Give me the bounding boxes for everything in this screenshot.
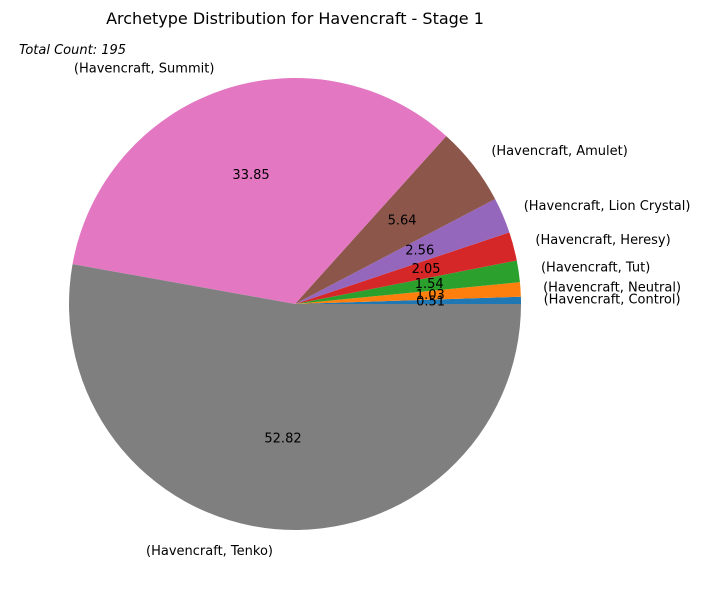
slice-category-label: (Havencraft, Control) <box>544 293 681 308</box>
slice-category-label: (Havencraft, Tenko) <box>146 544 273 559</box>
slice-percentage-label: 1.54 <box>415 277 444 292</box>
pie-slice <box>295 282 521 304</box>
slice-percentage-label: 2.56 <box>405 243 434 258</box>
slice-category-label: (Havencraft, Summit) <box>74 61 215 76</box>
slice-percentage-label: 5.64 <box>388 213 417 228</box>
percentage-labels: 0.511.031.542.05 2.56 5.64 33.85 52.82 <box>232 168 445 446</box>
pie-slices <box>69 78 522 531</box>
pie-slice <box>295 199 510 304</box>
pie-slice <box>295 296 521 304</box>
pie-slice <box>72 78 447 304</box>
pie-slice <box>295 260 520 304</box>
slice-category-label: (Havencraft, Heresy) <box>535 233 670 248</box>
slice-category-label: (Havencraft, Amulet) <box>491 144 628 159</box>
pie-slice <box>69 264 522 531</box>
slice-category-label: (Havencraft, Neutral) <box>543 281 681 296</box>
slice-labels: (Havencraft, Control)(Havencraft, Neutra… <box>74 61 691 559</box>
slice-percentage-label: 52.82 <box>264 432 301 447</box>
slice-percentage-label: 2.05 <box>412 262 441 277</box>
chart-subtitle: Total Count: 195 <box>19 43 126 58</box>
slice-category-label: (Havencraft, Lion Crystal) <box>524 199 691 214</box>
chart-title: Archetype Distribution for Havencraft - … <box>106 9 484 28</box>
pie-slice <box>295 232 517 304</box>
slice-percentage-label: 1.03 <box>416 288 445 303</box>
pie-slice <box>295 136 496 304</box>
slice-percentage-label: 33.85 <box>232 168 269 183</box>
slice-category-label: (Havencraft, Tut) <box>541 261 650 276</box>
slice-percentage-label: 0.51 <box>416 294 445 309</box>
